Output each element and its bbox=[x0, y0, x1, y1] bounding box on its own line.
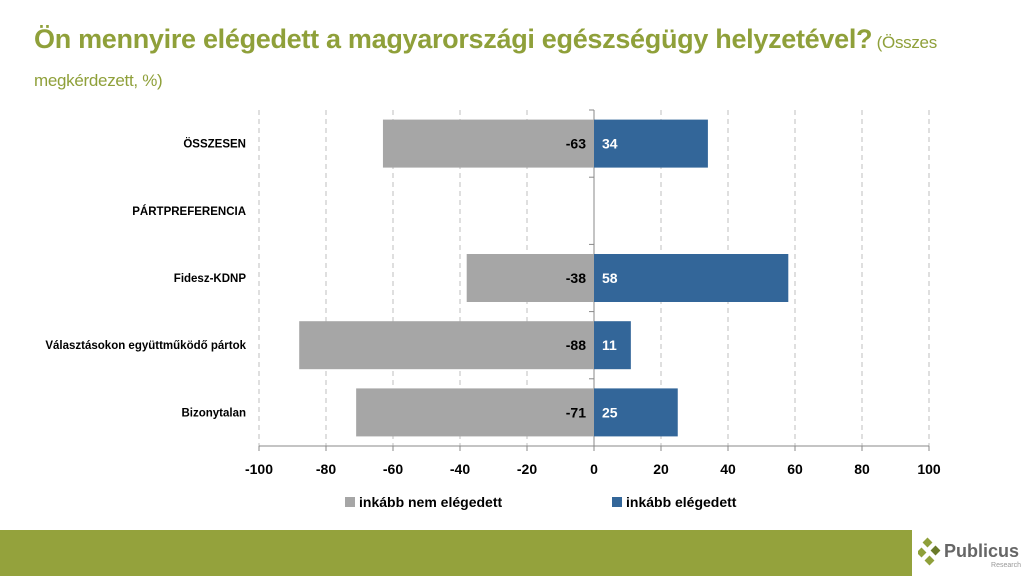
x-tick-label: 20 bbox=[653, 461, 669, 477]
bar-neg-label: -88 bbox=[566, 337, 586, 353]
category-label: Fidesz-KDNP bbox=[174, 273, 247, 285]
x-tick-label: -60 bbox=[383, 461, 403, 477]
category-label: PÁRTPREFERENCIA bbox=[132, 205, 246, 218]
bar-pos bbox=[594, 119, 708, 168]
bar-neg-label: -63 bbox=[566, 136, 586, 152]
legend-label-neg: inkább nem elégedett bbox=[359, 494, 502, 510]
x-tick-label: 40 bbox=[720, 461, 736, 477]
x-tick-label: 0 bbox=[590, 461, 598, 477]
footer-bar bbox=[0, 530, 912, 576]
bar-pos bbox=[594, 321, 631, 370]
bar-neg bbox=[382, 119, 594, 168]
publicus-logo: Publicus Research bbox=[916, 536, 1024, 572]
x-tick-label: -20 bbox=[517, 461, 537, 477]
x-tick-label: -40 bbox=[450, 461, 470, 477]
chart-title: Ön mennyire elégedett a magyarországi eg… bbox=[34, 22, 994, 98]
title-subtitle: (Összes megkérdezett, %) bbox=[34, 33, 937, 90]
category-label: ÖSSZESEN bbox=[183, 138, 246, 151]
category-label: Bizonytalan bbox=[181, 407, 246, 419]
bar-pos bbox=[594, 388, 678, 437]
title-main: Ön mennyire elégedett a magyarországi eg… bbox=[34, 24, 873, 54]
bar-neg bbox=[356, 388, 594, 437]
bar-pos-label: 58 bbox=[602, 270, 618, 286]
bar-pos-label: 34 bbox=[602, 136, 618, 152]
legend-swatch-neg bbox=[345, 497, 355, 507]
x-tick-label: 80 bbox=[854, 461, 870, 477]
logo-mark-icon bbox=[916, 537, 941, 566]
chart: -100 -80 -60 -40 -20 0 20 40 60 80 100 ÖSSZESEN -63 3… bbox=[45, 109, 941, 510]
logo-subtext: Research bbox=[991, 562, 1021, 569]
x-tick-label: 60 bbox=[787, 461, 803, 477]
x-tick-label: -80 bbox=[316, 461, 336, 477]
category-label: Választásokon együttműködő pártok bbox=[45, 340, 246, 352]
x-tick-label: 100 bbox=[917, 461, 941, 477]
bar-neg-label: -71 bbox=[566, 404, 586, 420]
bar-neg bbox=[299, 321, 594, 370]
legend-swatch-pos bbox=[612, 497, 622, 507]
bar-pos-label: 11 bbox=[602, 337, 617, 353]
legend-label-pos: inkább elégedett bbox=[626, 494, 737, 510]
logo-text: Publicus bbox=[944, 541, 1019, 561]
bar-neg-label: -38 bbox=[566, 270, 586, 286]
bar-pos-label: 25 bbox=[602, 404, 618, 420]
bar-pos bbox=[594, 254, 789, 302]
bar-neg bbox=[466, 254, 594, 302]
x-tick-label: -100 bbox=[245, 461, 273, 477]
